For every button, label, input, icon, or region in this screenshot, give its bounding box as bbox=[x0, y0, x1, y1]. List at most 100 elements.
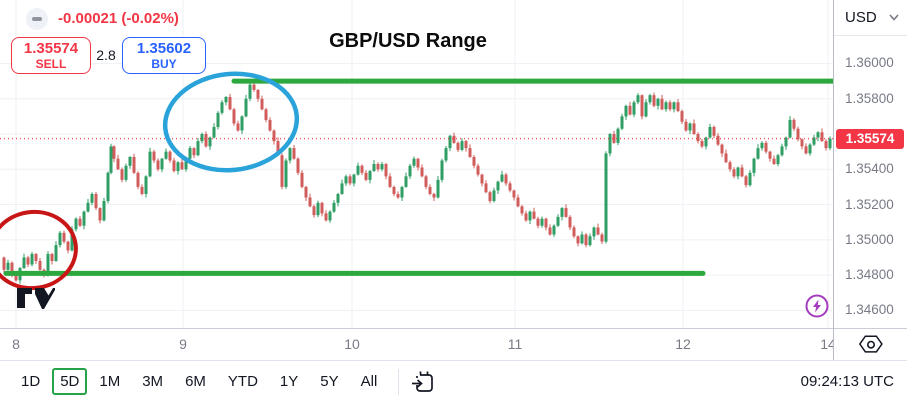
go-to-date-button[interactable] bbox=[409, 368, 438, 396]
candle-body bbox=[764, 142, 768, 152]
candle-body bbox=[508, 183, 512, 191]
price-change: -0.00021 (-0.02%) bbox=[58, 10, 179, 27]
candle-body bbox=[140, 186, 144, 194]
candle-body bbox=[792, 119, 796, 129]
candle-body bbox=[828, 138, 832, 149]
candle-body bbox=[444, 148, 448, 161]
candle-body bbox=[94, 193, 98, 209]
candle-body bbox=[352, 174, 356, 184]
price-tick-label: 1.34600 bbox=[845, 302, 894, 318]
range-button-all[interactable]: All bbox=[351, 368, 388, 395]
candle-body bbox=[592, 227, 596, 237]
candle-body bbox=[720, 144, 724, 154]
currency-dropdown[interactable]: USD bbox=[834, 0, 907, 36]
candle-body bbox=[784, 137, 788, 147]
candle-body bbox=[74, 218, 78, 230]
candle-body bbox=[748, 172, 752, 186]
candle-body bbox=[620, 116, 624, 129]
candle-body bbox=[468, 148, 472, 157]
candle-body bbox=[256, 89, 260, 99]
candle-body bbox=[692, 123, 696, 135]
price-tick-label: 1.35800 bbox=[845, 90, 894, 106]
time-axis[interactable]: 8 9 10 11 12 14 bbox=[0, 328, 836, 360]
candle-body bbox=[568, 216, 572, 228]
last-price-badge: 1.35574 bbox=[836, 128, 904, 149]
candle-body bbox=[204, 134, 208, 147]
candle-body bbox=[156, 160, 160, 170]
candle-body bbox=[82, 211, 86, 226]
time-tick-label: 8 bbox=[12, 336, 20, 352]
candle-body bbox=[90, 193, 94, 203]
candle-body bbox=[14, 275, 18, 281]
lightning-icon[interactable] bbox=[804, 293, 830, 319]
range-button-1m[interactable]: 1M bbox=[89, 368, 130, 395]
toolbar-divider bbox=[398, 368, 400, 395]
candle-body bbox=[196, 141, 200, 156]
range-button-3m[interactable]: 3M bbox=[132, 368, 173, 395]
candle-body bbox=[408, 165, 412, 177]
candle-body bbox=[98, 208, 102, 221]
candle-body bbox=[824, 141, 828, 149]
price-tick-label: 1.35200 bbox=[845, 196, 894, 212]
candle-body bbox=[736, 167, 740, 177]
candle-body bbox=[224, 96, 228, 103]
candle-body bbox=[172, 160, 176, 172]
red-circle-annotation[interactable] bbox=[0, 206, 81, 293]
range-button-ytd[interactable]: YTD bbox=[218, 368, 268, 395]
candle-body bbox=[576, 236, 580, 244]
candle-body bbox=[316, 202, 320, 216]
blue-circle-annotation[interactable] bbox=[160, 67, 301, 176]
candle-body bbox=[588, 236, 592, 246]
candlestick-chart[interactable] bbox=[0, 0, 833, 328]
range-button-1y[interactable]: 1Y bbox=[270, 368, 308, 395]
candle-body bbox=[596, 227, 600, 235]
candle-body bbox=[364, 172, 368, 180]
candle-body bbox=[612, 134, 616, 143]
tradingview-logo-icon[interactable] bbox=[17, 288, 55, 310]
sell-button[interactable]: 1.35574 SELL bbox=[11, 37, 91, 74]
candle-body bbox=[228, 96, 232, 110]
candle-body bbox=[412, 158, 416, 166]
candle-body bbox=[580, 234, 584, 244]
range-button-1d[interactable]: 1D bbox=[11, 368, 50, 395]
candle-body bbox=[664, 102, 668, 110]
candle-body bbox=[216, 112, 220, 127]
price-axis[interactable]: USD 1.36000 1.35800 1.35400 1.35200 1.35000 1… bbox=[833, 0, 907, 360]
candle-body bbox=[728, 162, 732, 170]
candle-body bbox=[284, 160, 288, 187]
candle-body bbox=[548, 227, 552, 235]
time-tick-label: 9 bbox=[179, 336, 187, 352]
candle-body bbox=[336, 193, 340, 203]
candle-body bbox=[50, 253, 54, 261]
candle-body bbox=[800, 139, 804, 147]
candle-body bbox=[640, 95, 644, 117]
range-button-6m[interactable]: 6M bbox=[175, 368, 216, 395]
price-tick-label: 1.35000 bbox=[845, 231, 894, 247]
candle-body bbox=[38, 260, 42, 270]
candle-body bbox=[176, 162, 180, 172]
gear-icon[interactable] bbox=[858, 333, 884, 357]
candle-body bbox=[564, 208, 568, 217]
candle-body bbox=[816, 132, 820, 138]
candle-body bbox=[192, 148, 196, 156]
buy-button[interactable]: 1.35602 BUY bbox=[122, 37, 206, 74]
candle-body bbox=[600, 234, 604, 242]
candle-body bbox=[328, 211, 332, 221]
candle-body bbox=[124, 165, 128, 180]
collapse-chart-button[interactable] bbox=[26, 8, 48, 30]
candle-body bbox=[300, 172, 304, 187]
candle-body bbox=[584, 234, 588, 246]
price-chart[interactable]: -0.00021 (-0.02%) 1.35574 SELL 2.8 1.356… bbox=[0, 0, 833, 328]
candle-body bbox=[220, 102, 224, 113]
range-button-5y[interactable]: 5Y bbox=[310, 368, 348, 395]
candle-body bbox=[788, 119, 792, 138]
candle-body bbox=[440, 160, 444, 180]
candle-body bbox=[780, 146, 784, 156]
utc-clock[interactable]: 09:24:13 UTC bbox=[800, 373, 894, 390]
range-button-5d[interactable]: 5D bbox=[52, 368, 88, 395]
candle-body bbox=[616, 128, 620, 143]
candle-body bbox=[796, 128, 800, 140]
price-tick-label: 1.36000 bbox=[845, 55, 894, 71]
candle-body bbox=[184, 158, 188, 170]
time-tick-label: 14 bbox=[820, 336, 836, 352]
